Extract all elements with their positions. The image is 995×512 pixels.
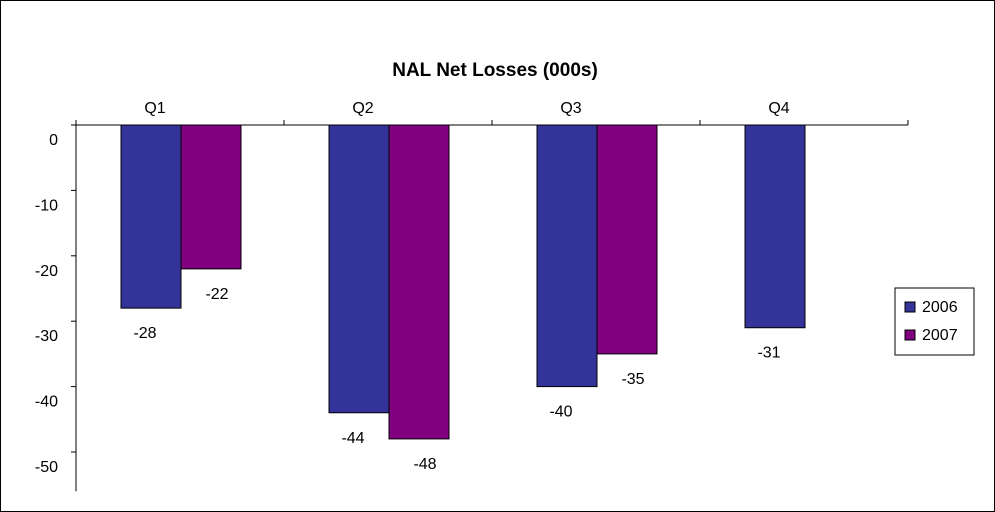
y-tick-labels: 0 -10 -20 -30 -40 -50 — [35, 132, 58, 476]
data-label-2007-Q2: -48 — [413, 456, 436, 473]
axes-layer — [71, 120, 909, 492]
bar-2006-Q2 — [328, 124, 390, 414]
bar-2007-Q3 — [596, 124, 658, 355]
bar-2007-Q2 — [388, 124, 450, 440]
data-label-2006-Q4: -31 — [757, 345, 780, 362]
data-label-2006-Q3: -40 — [549, 404, 572, 421]
bar-2006-Q1 — [120, 124, 182, 309]
legend: 2006 2007 — [894, 287, 975, 356]
chart-title: NAL Net Losses (000s) — [392, 60, 598, 81]
data-label-2006-Q2: -44 — [341, 430, 364, 447]
x-tick-label-Q4: Q4 — [768, 100, 789, 117]
y-tick-label: -50 — [35, 459, 58, 476]
y-tick-label: 0 — [49, 132, 58, 149]
x-tick-label-Q2: Q2 — [352, 100, 373, 117]
x-tick-label-Q1: Q1 — [144, 100, 165, 117]
data-label-2007-Q1: -22 — [205, 286, 228, 303]
x-tick-labels: Q1 Q2 Q3 Q4 — [144, 100, 789, 117]
legend-swatch-2007 — [904, 329, 916, 341]
legend-label-2006: 2006 — [922, 299, 958, 316]
y-tick-label: -20 — [35, 263, 58, 280]
bar-2006-Q3 — [536, 124, 598, 388]
legend-label-2007: 2007 — [922, 327, 958, 344]
bar-2006-Q4 — [744, 124, 806, 329]
x-tick-label-Q3: Q3 — [560, 100, 581, 117]
y-tick-label: -10 — [35, 197, 58, 214]
y-tick-label: -40 — [35, 394, 58, 411]
legend-box — [894, 287, 975, 356]
data-label-2006-Q1: -28 — [133, 325, 156, 342]
bar-2007-Q1 — [180, 124, 242, 270]
bars-layer — [120, 124, 806, 440]
legend-swatch-2006 — [904, 301, 916, 313]
y-tick-label: -30 — [35, 328, 58, 345]
data-labels: -28 -22 -44 -48 -40 -35 -31 — [133, 286, 780, 473]
data-label-2007-Q3: -35 — [621, 371, 644, 388]
